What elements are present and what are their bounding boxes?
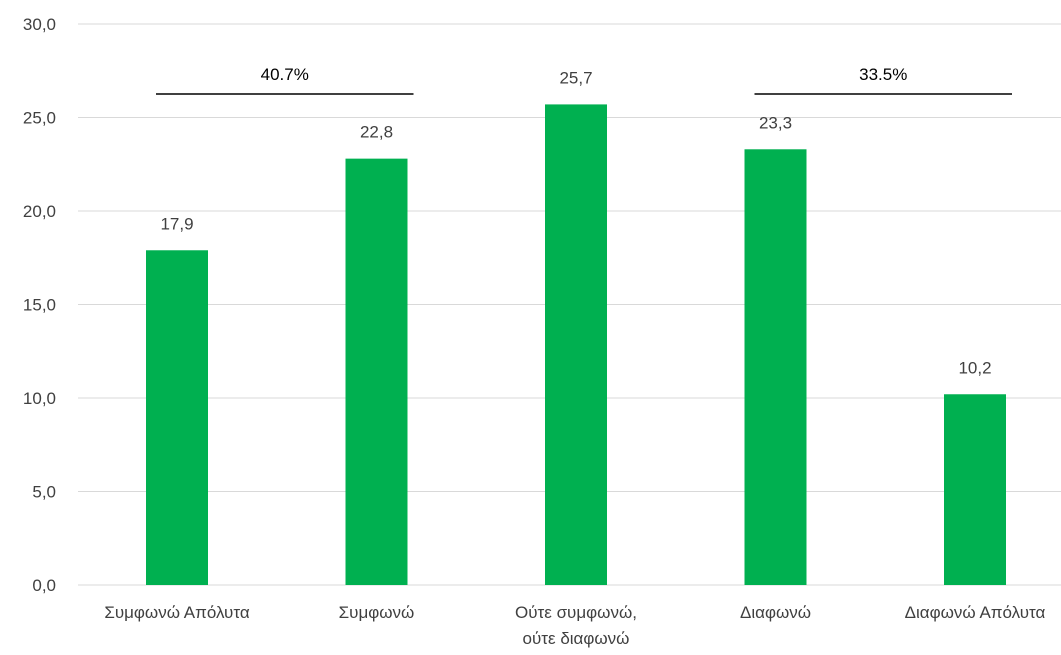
category-label: ούτε διαφωνώ: [523, 629, 630, 648]
bar: [944, 394, 1006, 585]
y-tick-label: 0,0: [32, 576, 56, 595]
category-labels: Συμφωνώ Απόλυτα Συμφωνώ Ούτε συμφωνώ, ούτε …: [104, 603, 1045, 648]
bar: [146, 250, 208, 585]
bar: [744, 149, 807, 586]
group-percent-label: 33.5%: [859, 65, 907, 84]
data-label: 17,9: [160, 214, 193, 233]
bar: [345, 158, 408, 585]
group-percent-label: 40.7%: [261, 65, 309, 84]
data-labels: 17,9 22,8 25,7 23,3 10,2: [160, 68, 991, 377]
bars: [146, 104, 1006, 586]
y-tick-label: 25,0: [23, 109, 56, 128]
y-axis-tick-labels: 0,0 5,0 10,0 15,0 20,0 25,0 30,0: [23, 15, 56, 595]
data-label: 23,3: [759, 113, 792, 132]
y-tick-label: 15,0: [23, 296, 56, 315]
category-label: Συμφωνώ Απόλυτα: [104, 603, 250, 622]
y-tick-label: 30,0: [23, 15, 56, 34]
y-tick-label: 20,0: [23, 202, 56, 221]
data-label: 10,2: [958, 358, 991, 377]
category-label: Ούτε συμφωνώ,: [515, 603, 637, 622]
y-tick-label: 10,0: [23, 389, 56, 408]
category-label: Διαφωνώ: [740, 603, 811, 622]
group-annotations: 40.7% 33.5%: [156, 65, 1012, 95]
data-label: 25,7: [559, 68, 592, 87]
y-tick-label: 5,0: [32, 483, 56, 502]
data-label: 22,8: [360, 123, 393, 142]
category-label: Διαφωνώ Απόλυτα: [905, 603, 1046, 622]
category-label: Συμφωνώ: [339, 603, 415, 622]
bar: [545, 104, 607, 585]
